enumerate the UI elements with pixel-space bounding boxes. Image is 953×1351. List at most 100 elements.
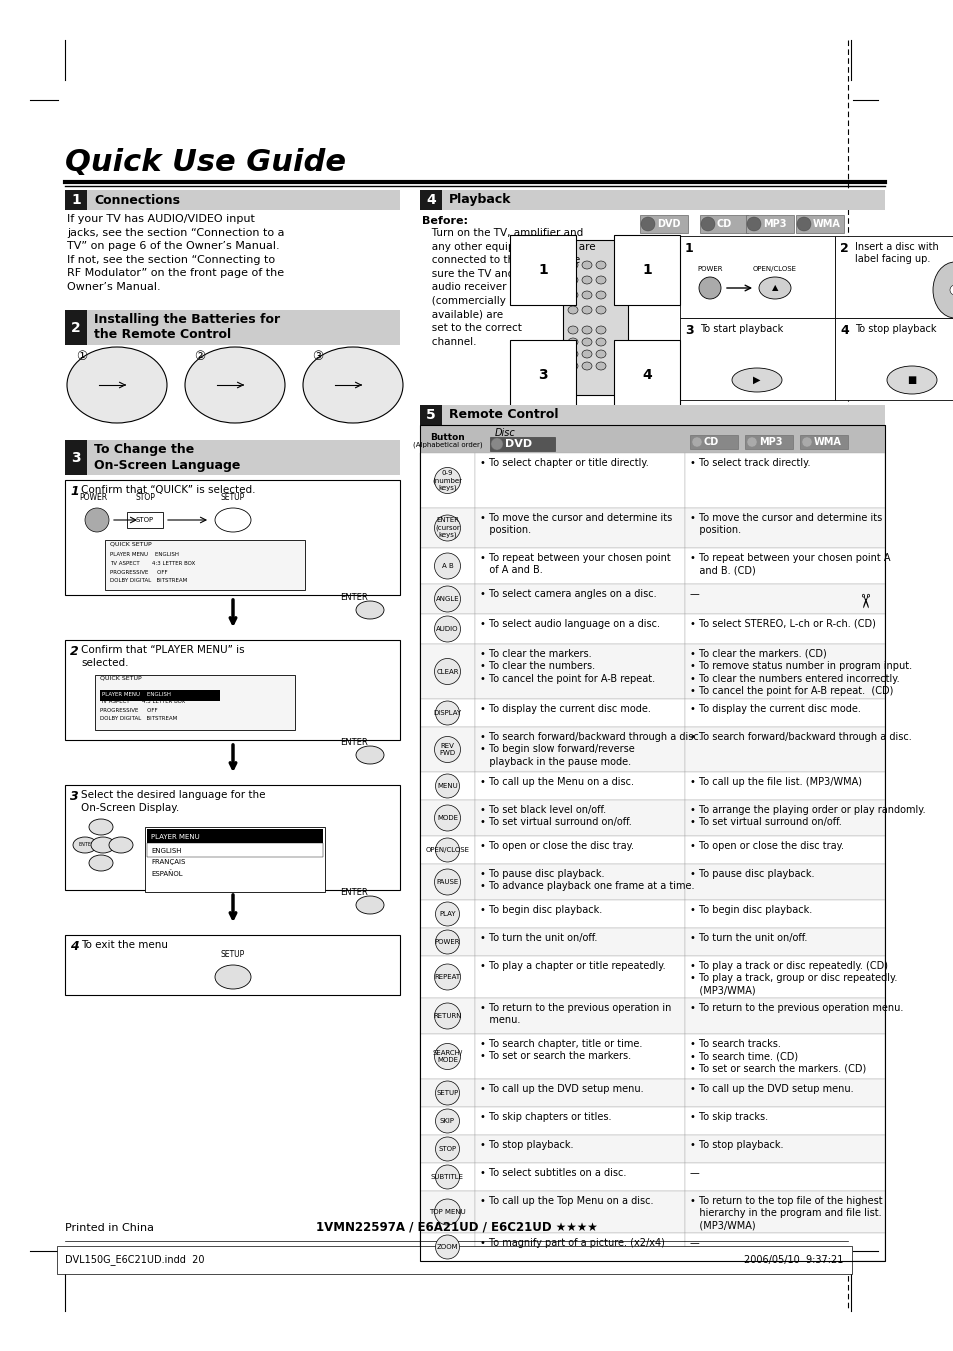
Bar [684,727,884,771]
Ellipse shape [596,350,605,358]
Text: MODE: MODE [436,815,457,821]
Ellipse shape [596,276,605,284]
Text: • To open or close the disc tray.: • To open or close the disc tray. [689,842,843,851]
Bar [100,690,220,701]
Circle shape [434,616,460,642]
Text: • To select STEREO, L-ch or R-ch. (CD): • To select STEREO, L-ch or R-ch. (CD) [689,619,875,630]
Ellipse shape [759,277,790,299]
Circle shape [435,1165,459,1189]
Circle shape [700,218,714,231]
Text: CLEAR: CLEAR [436,669,458,674]
Bar [490,436,555,451]
Bar [57,1246,851,1274]
Bar [419,957,475,998]
Text: • To display the current disc mode.: • To display the current disc mode. [479,704,650,713]
Circle shape [435,774,459,798]
Ellipse shape [731,367,781,392]
Bar [145,827,325,892]
Ellipse shape [567,305,578,313]
Bar [419,900,475,928]
Ellipse shape [185,347,285,423]
Ellipse shape [581,276,592,284]
Text: STOP: STOP [135,493,154,503]
Text: ESPAÑOL: ESPAÑOL [151,870,182,877]
Bar [684,1135,884,1163]
Bar [419,584,475,613]
Ellipse shape [567,276,578,284]
Bar [745,215,793,232]
Text: • To arrange the playing order or play randomly.
• To set virtual surround on/of: • To arrange the playing order or play r… [689,805,924,827]
Bar [475,836,684,865]
Circle shape [801,436,811,447]
Text: Before:: Before: [421,216,468,226]
Circle shape [435,1109,459,1133]
Bar [795,215,843,232]
Bar [419,865,475,900]
Text: • To select chapter or title directly.: • To select chapter or title directly. [479,458,648,467]
Bar [684,508,884,549]
Text: POWER: POWER [697,266,722,272]
Text: Insert a disc with
label facing up.: Insert a disc with label facing up. [854,242,938,265]
Bar [105,540,305,590]
Ellipse shape [932,262,953,317]
Text: 1: 1 [641,263,651,277]
Bar [684,1192,884,1233]
Text: REPEAT: REPEAT [434,974,460,979]
Bar [419,771,475,800]
Bar [684,1079,884,1106]
Text: Confirm that “PLAYER MENU” is
selected.: Confirm that “PLAYER MENU” is selected. [81,644,244,669]
Circle shape [746,436,757,447]
Bar [419,836,475,865]
Bar [800,435,847,449]
Circle shape [434,586,460,612]
Bar [684,865,884,900]
Text: • To turn the unit on/off.: • To turn the unit on/off. [689,934,806,943]
Text: 3: 3 [71,450,81,465]
Ellipse shape [73,838,97,852]
Bar [684,549,884,584]
Bar [65,440,399,476]
Text: Remote Control: Remote Control [449,408,558,422]
Bar [419,1163,475,1192]
Ellipse shape [109,838,132,852]
Circle shape [434,658,460,685]
Circle shape [491,438,502,450]
Bar [419,426,884,1260]
Ellipse shape [303,347,402,423]
Text: • To display the current disc mode.: • To display the current disc mode. [689,704,860,713]
Text: • To select camera angles on a disc.: • To select camera angles on a disc. [479,589,656,598]
Text: • To return to the previous operation in
   menu.: • To return to the previous operation in… [479,1002,671,1025]
Text: MP3: MP3 [759,436,781,447]
Text: 2: 2 [840,242,848,255]
Text: • To move the cursor and determine its
   position.: • To move the cursor and determine its p… [479,513,672,535]
Circle shape [435,1138,459,1161]
Bar [639,215,687,232]
Bar [419,1192,475,1233]
Bar [700,215,747,232]
Bar [684,1034,884,1079]
Text: SEARCH/
MODE: SEARCH/ MODE [432,1050,462,1063]
Text: FRANÇAIS: FRANÇAIS [151,859,185,865]
Bar [684,900,884,928]
Bar [684,957,884,998]
Text: To Change the
On-Screen Language: To Change the On-Screen Language [94,443,240,471]
Text: —: — [689,1238,699,1248]
Text: MENU: MENU [436,784,457,789]
Text: Connections: Connections [94,193,180,207]
Text: 3: 3 [684,324,693,336]
Circle shape [434,553,460,580]
Ellipse shape [596,305,605,313]
Text: • To begin disc playback.: • To begin disc playback. [689,905,811,915]
Text: If your TV has AUDIO/VIDEO input
jacks, see the section “Connection to a
TV” on : If your TV has AUDIO/VIDEO input jacks, … [67,213,284,292]
Text: • To set black level on/off.
• To set virtual surround on/off.: • To set black level on/off. • To set vi… [479,805,631,827]
Ellipse shape [581,338,592,346]
Bar [65,640,399,740]
Circle shape [434,1043,460,1070]
Ellipse shape [581,350,592,358]
Bar [419,1106,475,1135]
Circle shape [435,1235,459,1259]
Text: To exit the menu: To exit the menu [81,940,168,950]
Text: • To select track directly.: • To select track directly. [689,458,810,467]
Text: PLAYER MENU    ENGLISH: PLAYER MENU ENGLISH [102,692,171,697]
Text: • To skip chapters or titles.: • To skip chapters or titles. [479,1112,611,1121]
